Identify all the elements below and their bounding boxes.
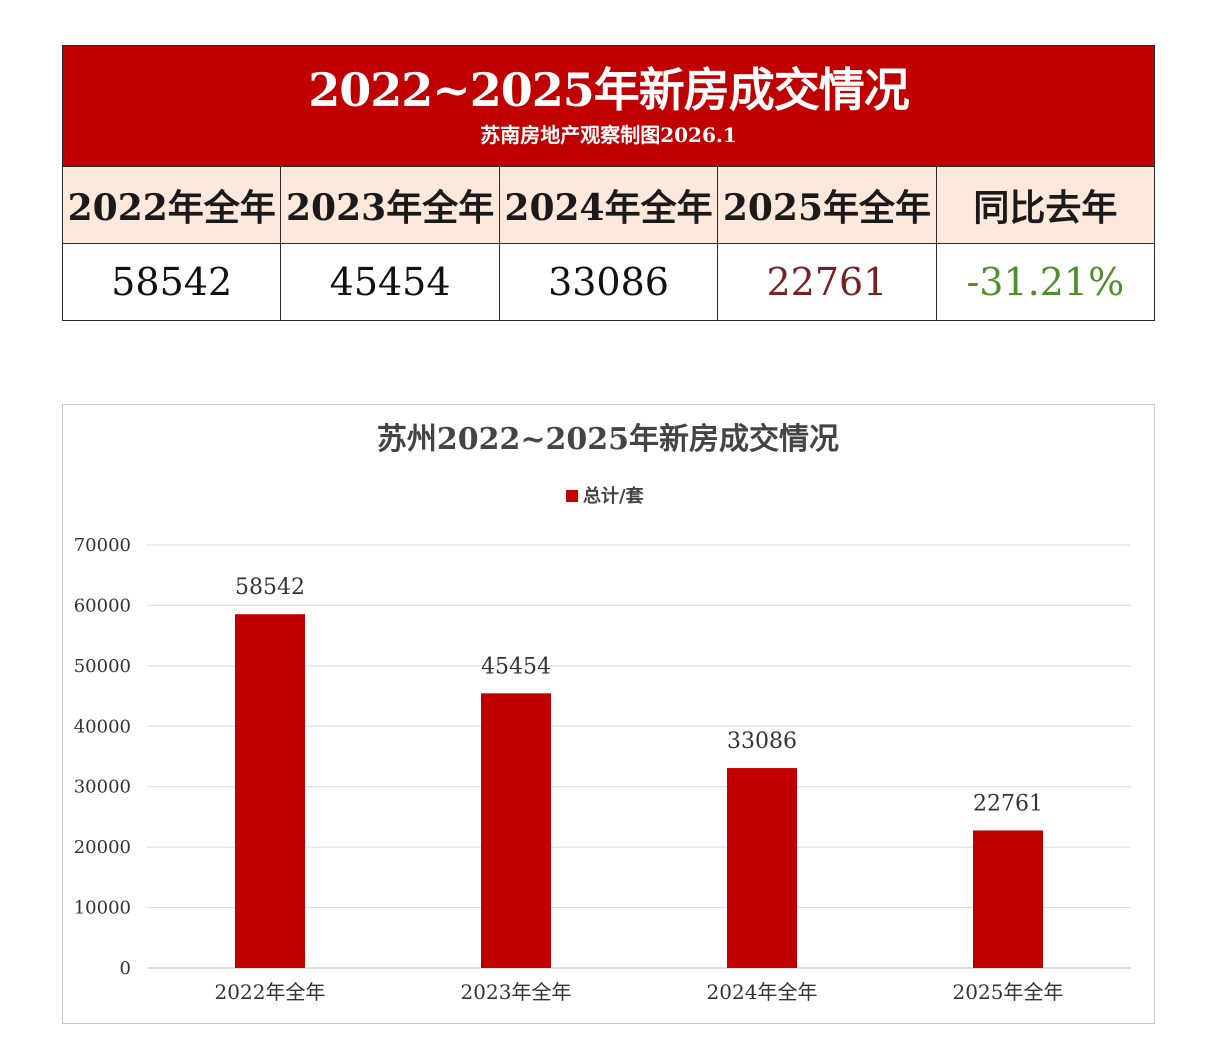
y-tick-label: 0 bbox=[120, 958, 131, 979]
value-2024: 33086 bbox=[498, 244, 717, 320]
column-header-yoy: 同比去年 bbox=[935, 167, 1154, 243]
column-header-2025: 2025年全年 bbox=[717, 167, 935, 243]
column-header-2023: 2023年全年 bbox=[280, 167, 498, 243]
bar bbox=[481, 693, 551, 968]
y-tick-label: 20000 bbox=[74, 837, 131, 858]
summary-subtitle: 苏南房地产观察制图2026.1 bbox=[480, 123, 737, 147]
y-axis-ticks: 0 10000 20000 30000 40000 50000 60000 70000 bbox=[74, 535, 131, 979]
bar bbox=[727, 768, 797, 968]
summary-title: 2022~2025年新房成交情况 bbox=[308, 63, 910, 117]
x-category-label: 2025年全年 bbox=[953, 980, 1064, 1004]
chart-legend: 总计/套 bbox=[566, 485, 644, 507]
chart-panel: 苏州2022~2025年新房成交情况 总计/套 0 10000 20000 30000… bbox=[62, 404, 1155, 1024]
data-label: 45454 bbox=[481, 654, 551, 679]
bars bbox=[235, 614, 1043, 968]
y-tick-label: 70000 bbox=[74, 535, 131, 556]
bar bbox=[973, 830, 1043, 968]
bar-chart: 苏州2022~2025年新房成交情况 总计/套 0 10000 20000 30000… bbox=[74, 422, 1131, 1004]
y-tick-label: 50000 bbox=[74, 656, 131, 677]
column-header-2024: 2024年全年 bbox=[498, 167, 717, 243]
legend-swatch bbox=[566, 490, 578, 502]
chart-title: 苏州2022~2025年新房成交情况 bbox=[377, 422, 839, 457]
value-2022: 58542 bbox=[111, 260, 233, 304]
y-tick-label: 60000 bbox=[74, 595, 131, 616]
summary-header: 2022~2025年新房成交情况 苏南房地产观察制图2026.1 bbox=[63, 46, 1154, 166]
summary-table: 2022~2025年新房成交情况 苏南房地产观察制图2026.1 2022年全年… bbox=[62, 45, 1155, 321]
data-label: 58542 bbox=[235, 575, 305, 600]
value-2023: 45454 bbox=[280, 244, 498, 320]
x-category-label: 2024年全年 bbox=[707, 980, 818, 1004]
column-header-2022: 2022年全年 bbox=[67, 187, 276, 229]
bar bbox=[235, 614, 305, 968]
legend-label: 总计/套 bbox=[583, 485, 644, 507]
y-tick-label: 10000 bbox=[74, 898, 131, 919]
grid-lines bbox=[147, 544, 1131, 969]
value-2025: 22761 bbox=[717, 244, 935, 320]
x-axis-categories: 2022年全年 2023年全年 2024年全年 2025年全年 bbox=[215, 980, 1064, 1004]
data-labels: 58542 45454 33086 22761 bbox=[235, 575, 1043, 816]
x-category-label: 2022年全年 bbox=[215, 980, 326, 1004]
value-yoy-change: -31.21% bbox=[935, 244, 1154, 320]
y-tick-label: 40000 bbox=[74, 716, 131, 737]
y-tick-label: 30000 bbox=[74, 777, 131, 798]
x-category-label: 2023年全年 bbox=[461, 980, 572, 1004]
summary-value-row: 58542 45454 33086 22761 -31.21% bbox=[63, 243, 1154, 320]
summary-header-row: 2022年全年 2023年全年 2024年全年 2025年全年 同比去年 bbox=[63, 166, 1154, 243]
data-label: 33086 bbox=[727, 729, 797, 754]
data-label: 22761 bbox=[973, 791, 1043, 816]
